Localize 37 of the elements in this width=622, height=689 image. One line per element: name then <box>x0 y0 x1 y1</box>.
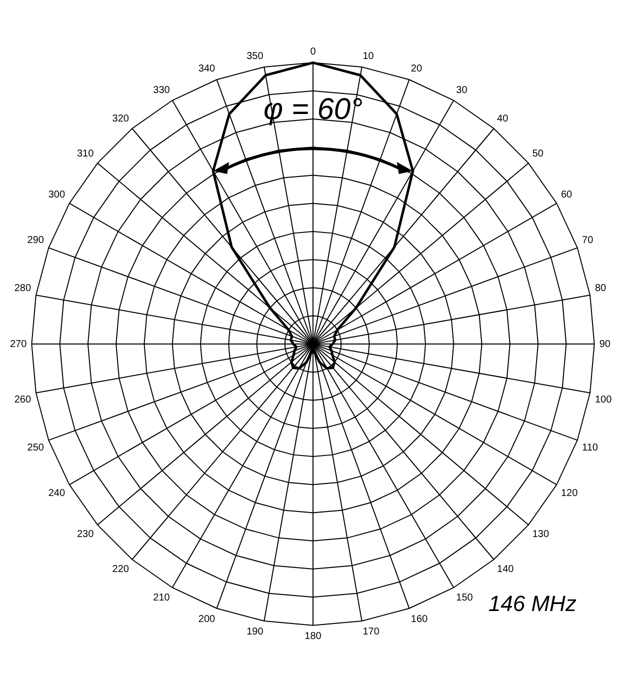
spoke-label: 100 <box>594 394 612 406</box>
spoke-label: 20 <box>410 64 422 75</box>
spoke-label: 220 <box>112 564 130 576</box>
spoke-label: 270 <box>10 338 28 350</box>
text: 146 MHz <box>488 591 576 616</box>
spoke-label: 210 <box>153 592 170 604</box>
spoke-label: 30 <box>456 84 468 96</box>
spoke-label: 250 <box>27 442 44 454</box>
spoke-label: 180 <box>304 631 322 642</box>
spoke-label: 90 <box>599 338 611 350</box>
spoke-label: 300 <box>48 190 66 201</box>
spoke-label: 290 <box>27 234 44 246</box>
spoke-label: 170 <box>362 626 380 638</box>
spoke-label: 60 <box>560 190 573 201</box>
spoke-label: 40 <box>497 113 509 124</box>
spoke-label: 120 <box>560 488 578 499</box>
spoke-label: 240 <box>48 488 66 499</box>
spoke-label: 110 <box>582 442 598 454</box>
spoke-label: 350 <box>246 50 264 62</box>
spoke-label: 230 <box>76 528 94 540</box>
spoke-label: 320 <box>112 113 130 124</box>
spoke-label: 310 <box>76 148 94 160</box>
spoke-label: 340 <box>198 64 216 75</box>
spoke-label: 260 <box>14 394 32 406</box>
spoke-label: 0 <box>310 46 316 58</box>
spoke-label: 280 <box>14 283 32 294</box>
spoke-label: 70 <box>582 234 594 246</box>
spoke-label: 200 <box>198 614 216 625</box>
spoke-label: 150 <box>456 592 474 604</box>
spoke-label: 10 <box>362 50 374 62</box>
spoke-label: 130 <box>532 528 550 540</box>
spoke-label: 140 <box>497 564 514 576</box>
spoke-label: 160 <box>410 614 428 625</box>
spoke-label: 330 <box>153 84 170 96</box>
spoke-label: 50 <box>532 148 544 160</box>
spoke-label: 190 <box>246 626 264 638</box>
spoke-label: 80 <box>594 283 607 294</box>
